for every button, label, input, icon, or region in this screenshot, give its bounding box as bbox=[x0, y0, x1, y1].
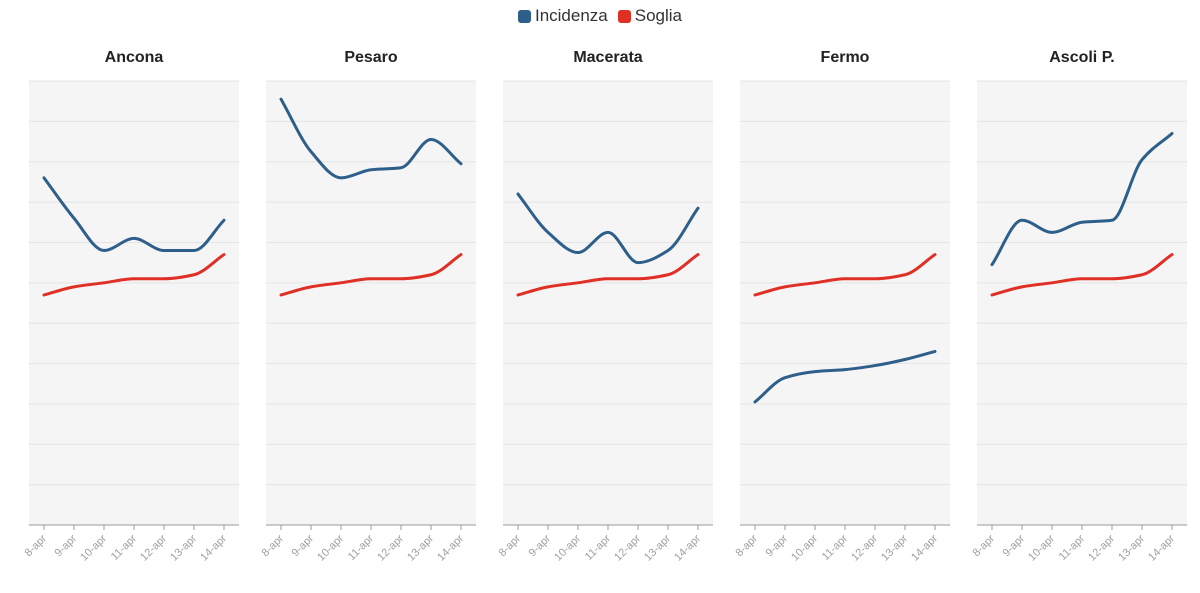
panel-title: Ancona bbox=[105, 49, 164, 66]
soglia-swatch bbox=[617, 9, 631, 23]
x-tick-label: 12-apr bbox=[375, 532, 406, 563]
series-line-soglia bbox=[990, 253, 1174, 297]
panel-title: Fermo bbox=[821, 49, 870, 66]
series-line-soglia bbox=[279, 253, 463, 297]
x-tick-label: 14-apr bbox=[672, 532, 703, 563]
x-tick-label: 13-apr bbox=[879, 532, 910, 563]
x-tick-label: 8-apr bbox=[22, 532, 49, 559]
legend-label-soglia: Soglia bbox=[634, 6, 683, 25]
x-tick-label: 14-apr bbox=[1146, 532, 1177, 563]
series-line-incidenza bbox=[990, 131, 1174, 267]
x-tick-label: 9-apr bbox=[526, 532, 553, 559]
x-tick-label: 8-apr bbox=[496, 532, 523, 559]
x-tick-label: 11-apr bbox=[820, 532, 851, 563]
series-line-soglia bbox=[42, 253, 226, 297]
x-tick-label: 14-apr bbox=[198, 532, 229, 563]
x-tick-label: 9-apr bbox=[52, 532, 79, 559]
x-tick-label: 10-apr bbox=[78, 532, 109, 563]
x-tick-label: 12-apr bbox=[612, 532, 643, 563]
legend-label-incidenza: Incidenza bbox=[534, 6, 608, 25]
x-tick-label: 9-apr bbox=[763, 532, 790, 559]
x-tick-label: 10-apr bbox=[552, 532, 583, 563]
x-tick-label: 11-apr bbox=[583, 532, 614, 563]
x-tick-label: 14-apr bbox=[435, 532, 466, 563]
legend-item-soglia[interactable]: Soglia bbox=[617, 6, 683, 26]
panel-title: Macerata bbox=[573, 49, 642, 66]
x-tick-label: 13-apr bbox=[168, 532, 199, 563]
plot-background bbox=[503, 81, 713, 525]
panel-title: Ascoli P. bbox=[1049, 49, 1115, 66]
x-tick-label: 12-apr bbox=[138, 532, 169, 563]
x-tick-label: 10-apr bbox=[315, 532, 346, 563]
x-tick-label: 11-apr bbox=[1057, 532, 1088, 563]
x-tick-label: 9-apr bbox=[289, 532, 316, 559]
panel-title: Pesaro bbox=[344, 49, 398, 66]
panel-ancona: Ancona 8-apr 9-apr 10-apr 11-apr 12-apr 13-apr… bbox=[22, 49, 239, 564]
series-line-soglia bbox=[753, 253, 937, 297]
x-tick-label: 10-apr bbox=[1026, 532, 1057, 563]
x-tick-label: 12-apr bbox=[849, 532, 880, 563]
x-tick-label: 10-apr bbox=[789, 532, 820, 563]
plot-background bbox=[266, 81, 476, 525]
series-line-incidenza bbox=[279, 97, 463, 180]
series-line-incidenza bbox=[42, 176, 226, 253]
x-tick-label: 12-apr bbox=[1086, 532, 1117, 563]
series-line-soglia bbox=[516, 253, 700, 297]
x-tick-label: 11-apr bbox=[109, 532, 140, 563]
x-tick-label: 11-apr bbox=[346, 532, 377, 563]
x-tick-label: 14-apr bbox=[909, 532, 940, 563]
x-tick-label: 13-apr bbox=[1116, 532, 1147, 563]
legend-item-incidenza[interactable]: Incidenza bbox=[517, 6, 608, 26]
x-tick-label: 13-apr bbox=[405, 532, 436, 563]
legend: Incidenza Soglia bbox=[0, 4, 1200, 28]
x-tick-label: 9-apr bbox=[1000, 532, 1027, 559]
panel-macerata: Macerata 8-apr 9-apr 10-apr 11-apr 12-apr 13-a… bbox=[496, 49, 713, 564]
panel-pesaro: Pesaro 8-apr 9-apr 10-apr 11-apr 12-apr 13-apr… bbox=[259, 49, 476, 564]
plot-background bbox=[977, 81, 1187, 525]
plot-background bbox=[29, 81, 239, 525]
x-tick-label: 8-apr bbox=[970, 532, 997, 559]
x-tick-label: 13-apr bbox=[642, 532, 673, 563]
series-line-incidenza bbox=[753, 349, 937, 404]
panel-fermo: Fermo 8-apr 9-apr 10-apr 11-apr 12-apr 13-apr 1… bbox=[733, 49, 950, 564]
series-line-incidenza bbox=[516, 192, 700, 265]
x-tick-label: 8-apr bbox=[733, 532, 760, 559]
plot-background bbox=[740, 81, 950, 525]
incidenza-swatch bbox=[517, 9, 531, 23]
panel-ascoli-p: Ascoli P. 8-apr 9-apr 10-apr 11-apr 12-apr 13-… bbox=[970, 49, 1187, 564]
x-tick-label: 8-apr bbox=[259, 532, 286, 559]
